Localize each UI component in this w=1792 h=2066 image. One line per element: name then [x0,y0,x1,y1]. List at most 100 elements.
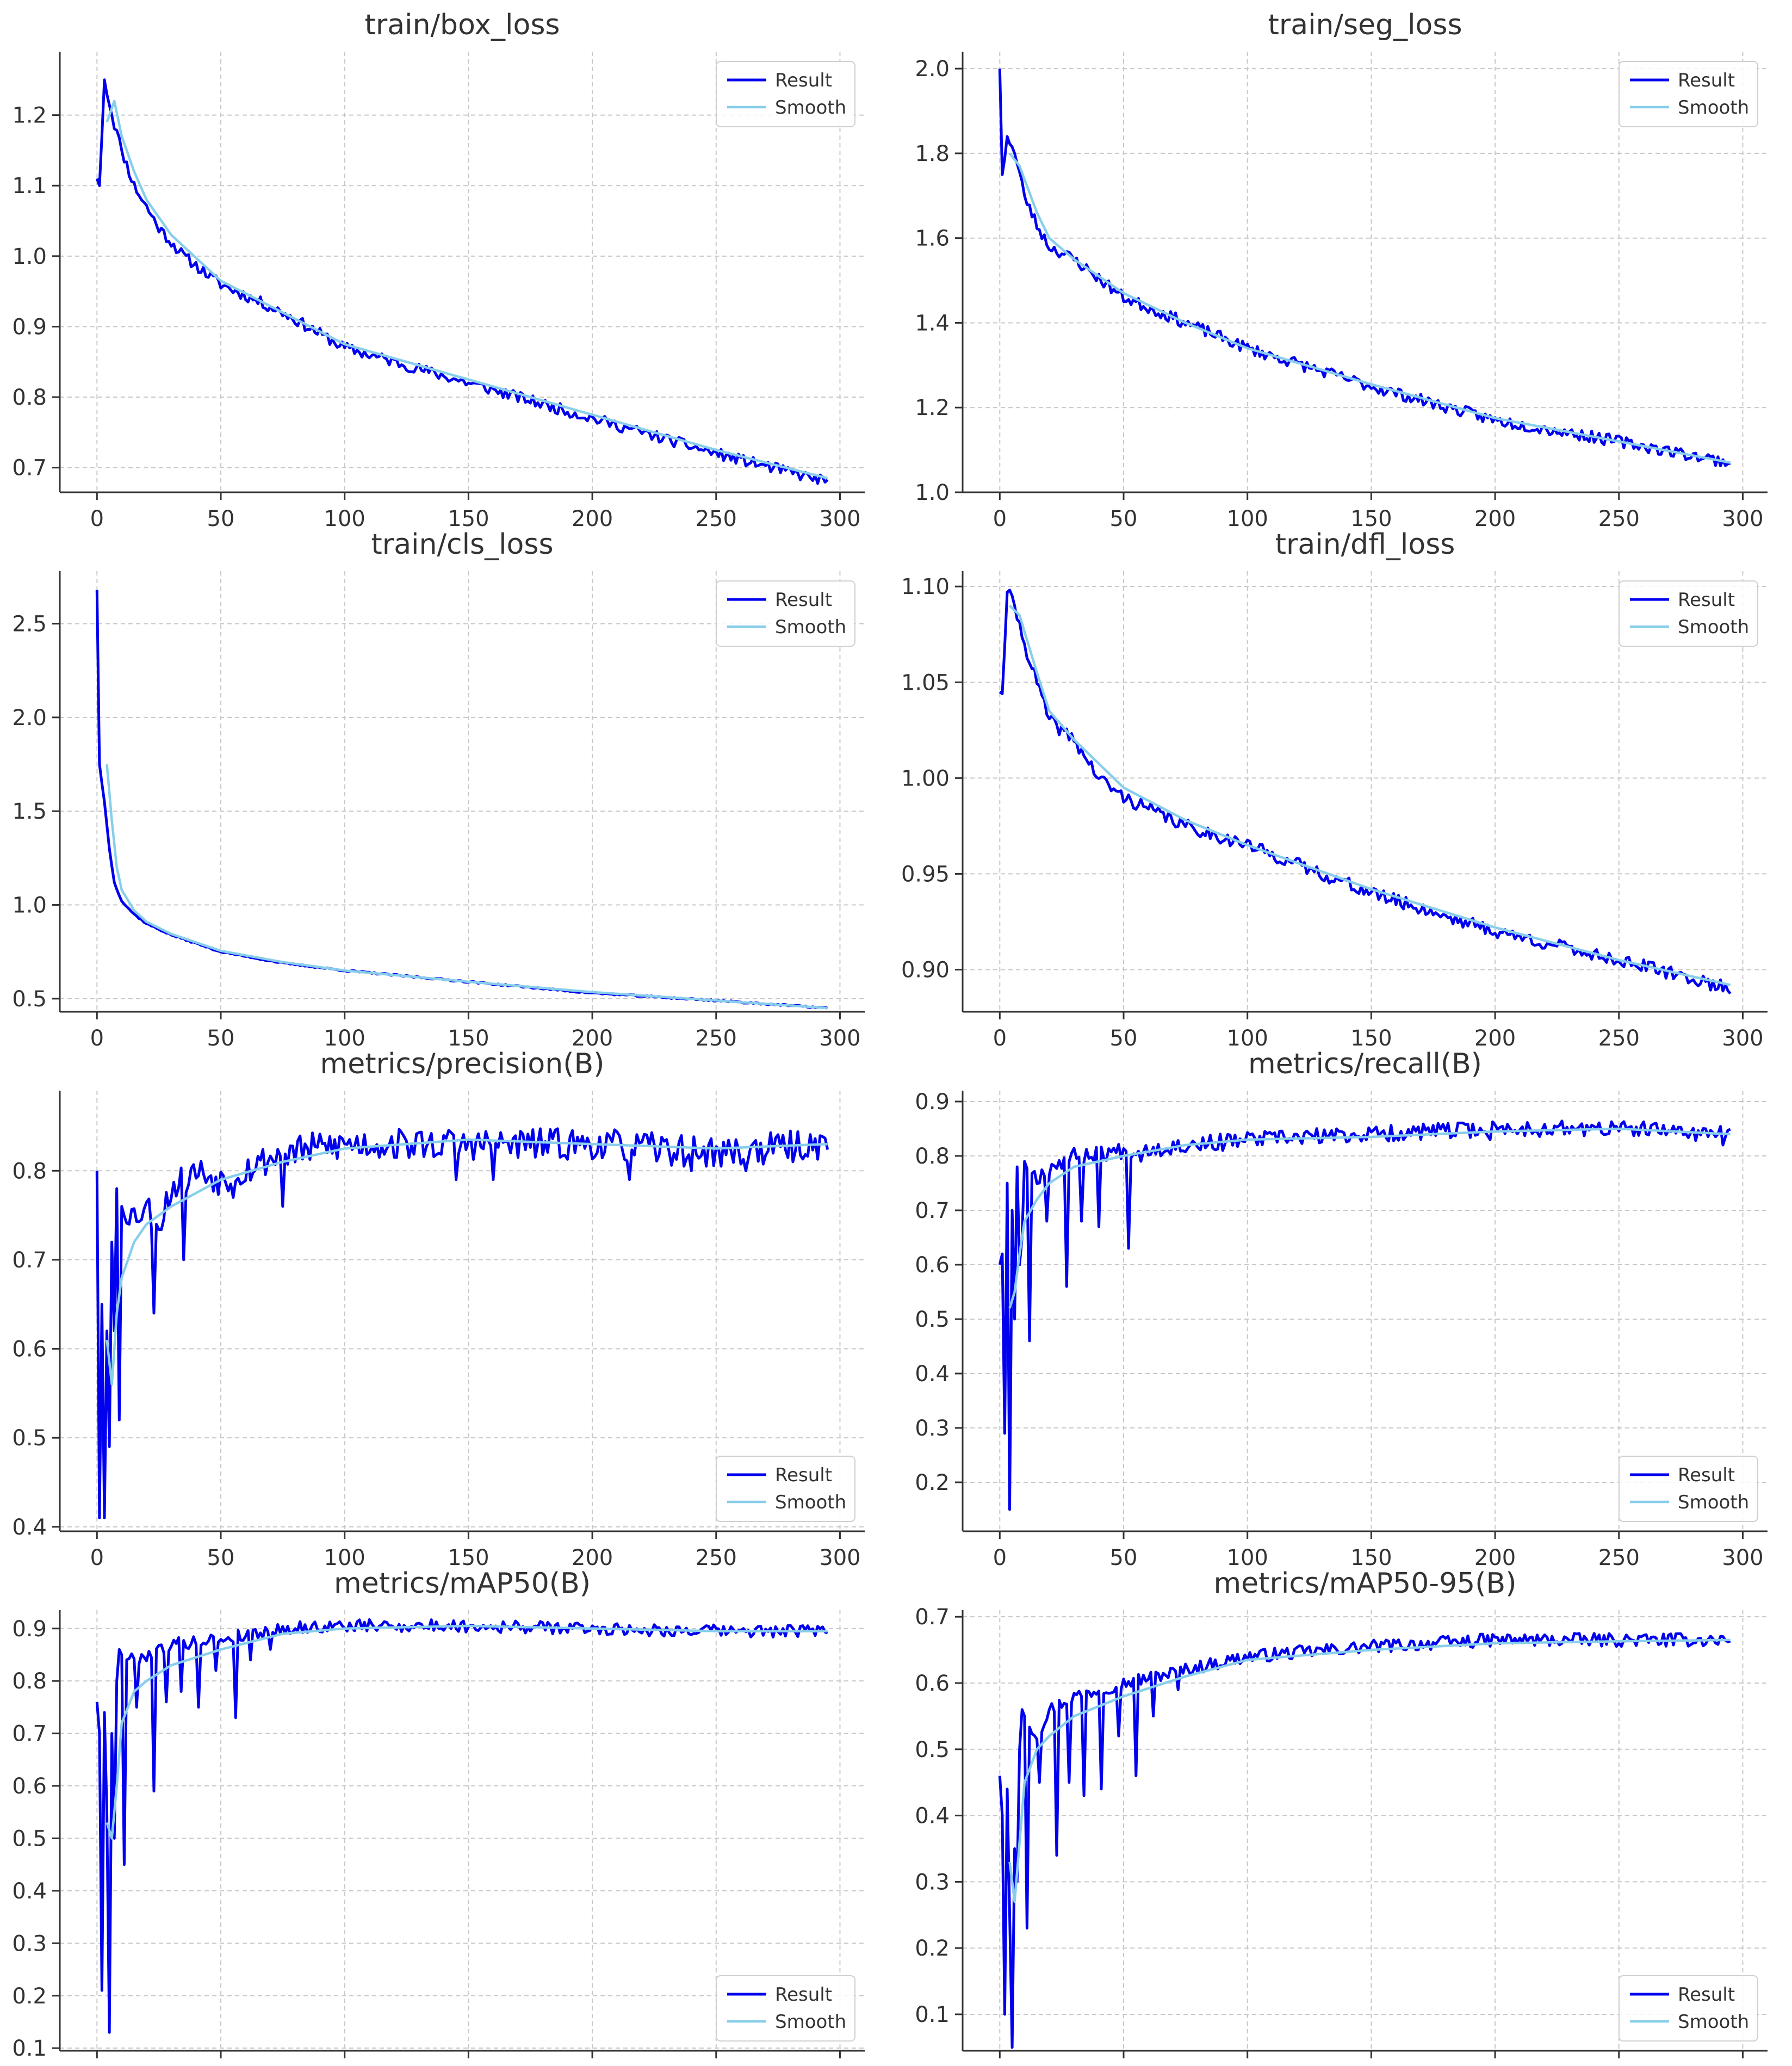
y-tick-label: 0.3 [915,1416,950,1441]
x-tick-label: 200 [1474,2065,1516,2066]
x-tick-label: 250 [1598,1026,1640,1051]
chart-panel: metrics/recall(B) 0 50 100 150 200 250 300 0.2 0.… [915,1048,1768,1570]
legend-label: Result [775,589,832,611]
legend-label: Result [1678,1464,1735,1486]
x-tick-label: 150 [448,1545,489,1570]
smooth-series-line [106,1138,828,1386]
legend-box [716,1975,855,2042]
legend: Result Smooth [716,1456,855,1522]
x-tick-label: 100 [1227,2065,1268,2066]
y-tick-label: 0.7 [12,1248,47,1273]
y-tick-label: 1.10 [901,574,950,599]
y-tick-label: 0.9 [915,1090,950,1115]
x-tick-label: 200 [1474,1545,1516,1570]
y-tick-label: 1.6 [915,226,950,251]
y-tick-label: 0.8 [915,1144,950,1169]
legend-label: Smooth [775,97,846,119]
x-tick-label: 200 [572,1026,613,1051]
y-tick-label: 1.5 [12,799,47,824]
y-tick-label: 1.0 [12,244,47,269]
x-tick-label: 0 [90,2065,104,2066]
chart-panel: metrics/mAP50-95(B) 0 50 100 150 200 250 300 0.1… [915,1567,1768,2066]
x-tick-label: 200 [572,2065,613,2066]
x-tick-label: 250 [1598,2065,1640,2066]
y-tick-label: 1.8 [915,141,950,166]
chart-panel: train/box_loss 0 50 100 150 200 250 300 0.7 0.8 0.… [12,9,865,531]
x-tick-label: 100 [324,506,365,531]
x-tick-label: 50 [207,1026,235,1051]
chart-title: train/cls_loss [371,528,553,561]
x-tick-label: 100 [1227,1026,1268,1051]
legend: Result Smooth [1619,1456,1758,1522]
legend: Result Smooth [716,580,855,647]
x-tick-label: 100 [1227,506,1268,531]
chart-title: train/dfl_loss [1275,528,1455,561]
x-tick-label: 50 [1110,2065,1138,2066]
y-tick-label: 0.4 [915,1804,950,1829]
y-tick-label: 1.0 [915,480,950,505]
legend-label: Smooth [775,616,846,638]
smooth-series-line [106,764,828,1010]
y-tick-label: 0.8 [12,385,47,410]
x-tick-label: 300 [1722,1026,1763,1051]
x-tick-label: 50 [1110,1545,1138,1570]
y-tick-label: 0.5 [915,1307,950,1332]
legend-box [716,61,855,127]
x-tick-label: 250 [696,506,737,531]
y-tick-label: 2.0 [915,57,950,82]
y-tick-label: 0.3 [915,1870,950,1895]
legend-label: Result [775,1984,832,2006]
y-tick-label: 0.4 [12,1515,47,1540]
chart-title: metrics/precision(B) [320,1048,605,1080]
x-tick-label: 0 [993,1026,1007,1051]
legend-label: Result [775,70,832,91]
legend-box [1619,1975,1758,2042]
x-tick-label: 200 [1474,1026,1516,1051]
legend-label: Smooth [775,1492,846,1513]
legend-label: Smooth [1678,2011,1749,2033]
legend-label: Result [1678,70,1735,91]
y-tick-label: 0.2 [915,1936,950,1961]
smooth-series-line [1008,604,1731,986]
y-tick-label: 0.6 [915,1671,950,1696]
x-tick-label: 100 [324,1545,365,1570]
x-tick-label: 300 [819,506,860,531]
y-tick-label: 0.3 [12,1931,47,1956]
y-tick-label: 0.5 [12,1426,47,1451]
y-tick-label: 0.2 [915,1470,950,1495]
smooth-series-line [106,100,828,480]
x-tick-label: 200 [1474,506,1516,531]
x-tick-label: 250 [696,1026,737,1051]
x-tick-label: 300 [819,1026,860,1051]
y-tick-label: 1.05 [901,670,950,695]
x-tick-label: 300 [1722,2065,1763,2066]
x-tick-label: 150 [1350,1545,1392,1570]
legend-box [1619,1456,1758,1522]
legend: Result Smooth [1619,580,1758,647]
chart-title: train/box_loss [365,9,560,41]
y-tick-label: 1.4 [915,311,950,336]
chart-title: metrics/mAP50(B) [334,1567,591,1600]
x-tick-label: 0 [993,506,1007,531]
chart-panel: train/cls_loss 0 50 100 150 200 250 300 0.5 1.0 1.… [12,528,865,1051]
x-tick-label: 200 [572,1545,613,1570]
y-tick-label: 1.1 [12,174,47,199]
y-tick-label: 0.8 [12,1159,47,1184]
y-tick-label: 0.4 [915,1362,950,1387]
y-tick-label: 0.7 [12,1722,47,1747]
x-tick-label: 100 [324,1026,365,1051]
x-tick-label: 200 [572,506,613,531]
chart-panel: train/seg_loss 0 50 100 150 200 250 300 1.0 1.2 1.… [915,9,1768,531]
y-tick-label: 0.5 [12,1826,47,1851]
chart-panel: metrics/mAP50(B) 0 50 100 150 200 250 300 0.1 0.2… [12,1567,865,2066]
legend-label: Result [1678,589,1735,611]
y-tick-label: 1.2 [915,395,950,420]
legend: Result Smooth [716,61,855,127]
x-tick-label: 0 [993,1545,1007,1570]
y-tick-label: 0.6 [12,1774,47,1799]
legend-label: Result [775,1464,832,1486]
x-tick-label: 100 [1227,1545,1268,1570]
chart-title: metrics/recall(B) [1248,1048,1482,1080]
x-tick-label: 150 [448,1026,489,1051]
